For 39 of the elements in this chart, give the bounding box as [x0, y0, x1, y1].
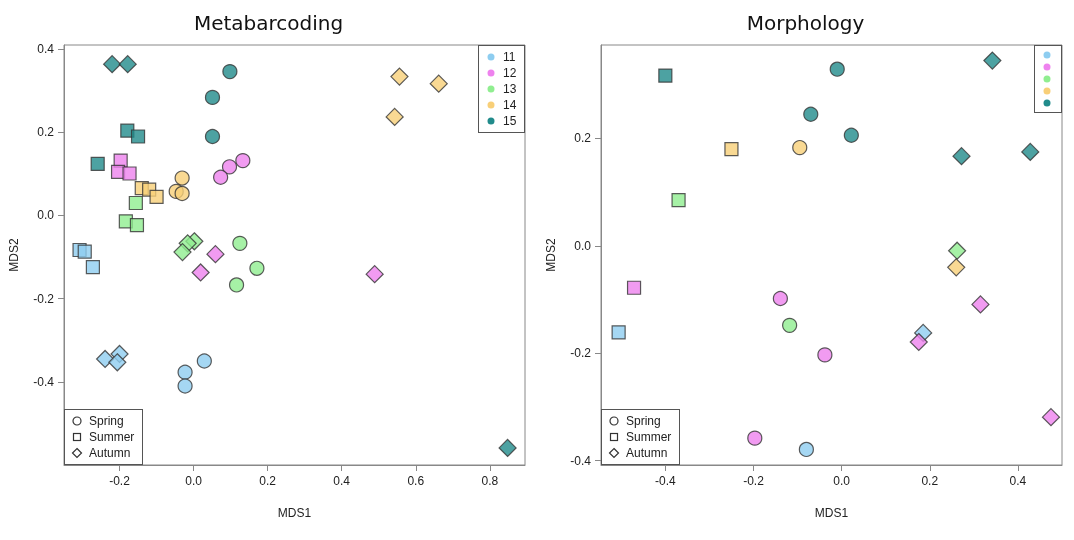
chart-title: Morphology — [746, 11, 865, 35]
x-tick-label: 0.2 — [921, 474, 939, 488]
x-tick-label: 0.4 — [333, 474, 351, 488]
annotation: 14 — [503, 97, 517, 113]
y-tick-label: -0.4 — [570, 453, 592, 468]
annotation: Spring — [89, 413, 124, 429]
x-tick-label: -0.4 — [655, 474, 677, 488]
x-tick-label: 0.2 — [259, 474, 277, 488]
chart-title: Metabarcoding — [193, 11, 344, 35]
x-axis-title: MDS1 — [814, 506, 849, 520]
annotation: Autumn — [626, 445, 668, 461]
annotation: 13 — [503, 81, 517, 97]
y-tick-label: -0.2 — [33, 291, 55, 306]
annotation: 12 — [503, 65, 517, 81]
y-axis-title: MDS2 — [544, 238, 558, 272]
x-tick-label: 0.8 — [481, 474, 499, 488]
y-tick-label: 0.2 — [37, 125, 55, 140]
x-tick-label: -0.2 — [743, 474, 765, 488]
annotation: 15 — [503, 113, 517, 129]
x-tick-label: 0.4 — [1009, 474, 1027, 488]
x-tick-label: 0.0 — [185, 474, 203, 488]
x-axis-title: MDS1 — [277, 506, 312, 520]
y-tick-label: 0.4 — [37, 42, 55, 57]
annotation: Summer — [626, 429, 672, 445]
y-tick-label: -0.4 — [33, 374, 55, 389]
annotation: Spring — [626, 413, 661, 429]
annotation: Autumn — [89, 445, 131, 461]
y-tick-label: -0.2 — [570, 346, 592, 361]
shape-key: Spring Summer Autumn — [601, 409, 681, 465]
x-tick-label: 0.6 — [407, 474, 425, 488]
y-tick-label: 0.0 — [37, 208, 55, 223]
y-axis-title: MDS2 — [7, 238, 21, 272]
annotation: Summer — [89, 429, 135, 445]
y-tick-label: 0.0 — [574, 238, 592, 253]
shape-key: Spring Summer Autumn — [64, 409, 144, 465]
x-tick-label: -0.2 — [109, 474, 131, 488]
x-tick-label: 0.0 — [833, 474, 851, 488]
y-tick-label: 0.2 — [574, 131, 592, 146]
annotation: 11 — [503, 49, 516, 65]
